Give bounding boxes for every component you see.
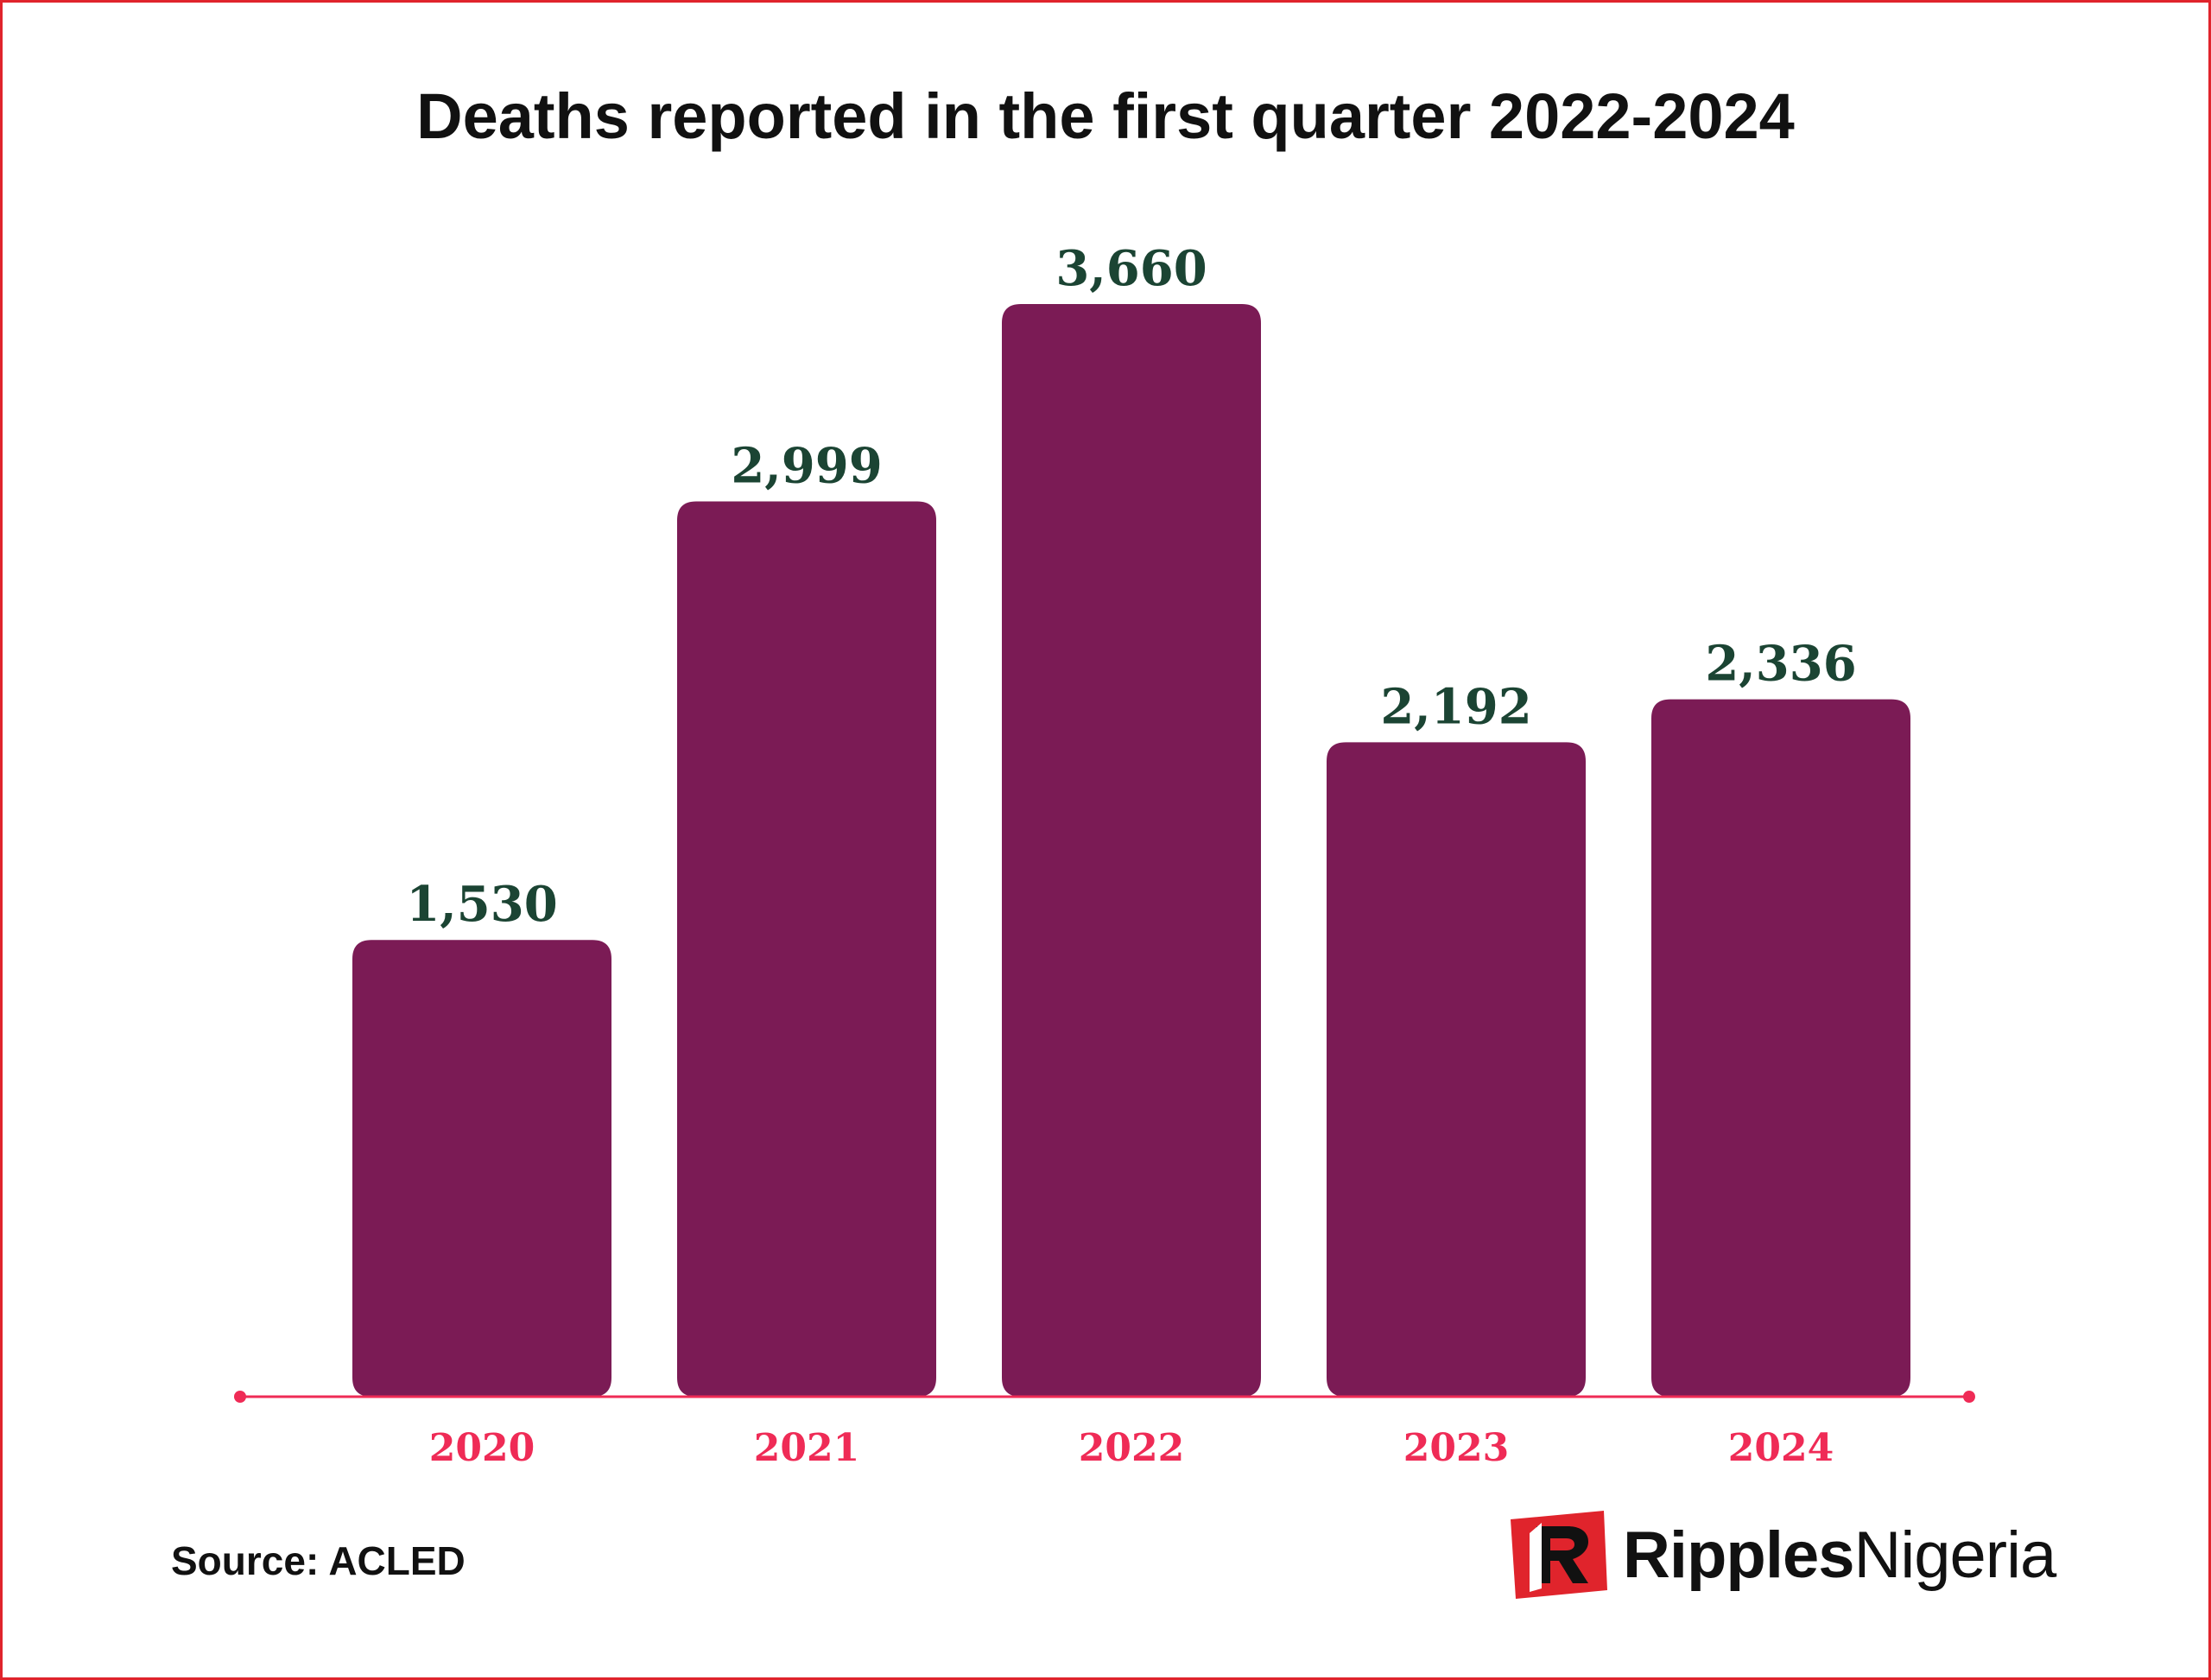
source-note: Source: ACLED (171, 1538, 466, 1583)
value-label-2024: 2,336 (1705, 636, 1856, 693)
value-label-2023: 2,192 (1380, 678, 1531, 735)
ripples-r-logo-icon (1511, 1511, 1607, 1599)
value-labels-group: 1,530 2,999 3,660 2,192 2,336 (406, 240, 1856, 933)
bar-2020 (352, 940, 611, 1397)
bars-group (352, 304, 1910, 1397)
tick-label-2020: 2020 (429, 1426, 535, 1470)
tick-label-2023: 2023 (1403, 1426, 1509, 1470)
tick-label-2021: 2021 (754, 1426, 859, 1470)
logo-word-nigeria: Nigeria (1853, 1518, 2057, 1592)
tick-label-2022: 2022 (1079, 1426, 1184, 1470)
bar-2024 (1651, 699, 1910, 1397)
chart-title: Deaths reported in the first quarter 202… (416, 80, 1795, 152)
x-axis-end-dot (1963, 1391, 1975, 1403)
bar-2022 (1002, 304, 1261, 1397)
value-label-2020: 1,530 (406, 876, 557, 933)
tick-labels-group: 2020 2021 2022 2023 2024 (429, 1426, 1834, 1470)
value-label-2022: 3,660 (1055, 240, 1207, 297)
bar-2023 (1327, 742, 1586, 1397)
logo-word-ripples: Ripples (1623, 1518, 1854, 1592)
bar-2021 (677, 501, 936, 1397)
x-axis (234, 1391, 1975, 1403)
ripples-nigeria-logo: RipplesNigeria (1507, 1507, 2056, 1602)
x-axis-start-dot (234, 1391, 246, 1403)
logo-wordmark: RipplesNigeria (1623, 1518, 2056, 1593)
tick-label-2024: 2024 (1728, 1426, 1834, 1470)
value-label-2021: 2,999 (731, 437, 882, 494)
